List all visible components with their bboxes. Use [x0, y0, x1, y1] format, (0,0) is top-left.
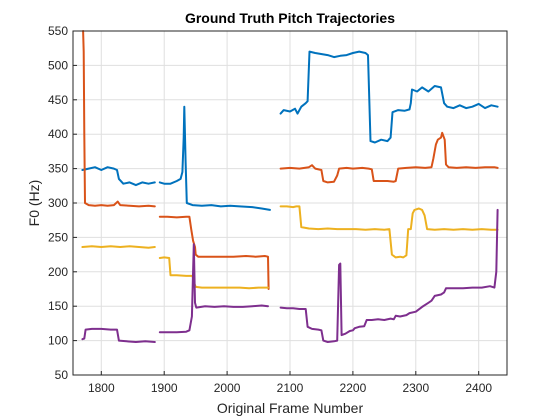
- x-axis-label: Original Frame Number: [217, 400, 364, 416]
- y-tick-label: 550: [48, 24, 68, 38]
- y-tick-label: 350: [48, 162, 68, 176]
- y-tick-label: 400: [48, 127, 68, 141]
- pitch-trajectory-line-3-segment-2: [158, 256, 269, 290]
- y-tick-label: 100: [48, 334, 68, 348]
- y-tick-label: 450: [48, 93, 68, 107]
- x-tick-label: 1800: [88, 381, 115, 395]
- y-tick-label: 250: [48, 230, 68, 244]
- x-tick-label: 2400: [465, 381, 492, 395]
- pitch-trajectory-line-3-segment-3: [279, 205, 499, 259]
- chart-title: Ground Truth Pitch Trajectories: [185, 10, 395, 26]
- x-tick-label: 2100: [277, 381, 304, 395]
- y-tick-label: 200: [48, 265, 68, 279]
- y-tick-label: 300: [48, 196, 68, 210]
- x-tick-label: 2300: [402, 381, 429, 395]
- pitch-trajectory-line-3-segment-1: [81, 245, 156, 249]
- y-tick-label: 500: [48, 58, 68, 72]
- pitch-trajectory-line-2-segment-3: [279, 131, 499, 184]
- series-layer: [81, 30, 499, 343]
- pitch-trajectory-line-4-segment-2: [158, 243, 269, 334]
- x-tick-label: 1900: [151, 381, 178, 395]
- y-tick-label: 50: [55, 368, 69, 382]
- pitch-trajectory-line-2-segment-2: [158, 215, 270, 290]
- pitch-trajectory-line-1-segment-1: [81, 166, 156, 187]
- pitch-trajectory-line-1-segment-3: [279, 50, 499, 144]
- x-tick-label: 2200: [340, 381, 367, 395]
- x-tick-label: 2000: [214, 381, 241, 395]
- axis-ticks: 1800 1900 2000 2100 2200 2300 2400 50 100 150 200 2…: [48, 24, 492, 395]
- y-axis-label: F0 (Hz): [26, 180, 42, 227]
- pitch-trajectory-line-1-segment-2: [158, 105, 271, 211]
- pitch-trajectory-line-4-segment-3: [279, 208, 499, 343]
- pitch-trajectory-line-4-segment-1: [81, 327, 156, 343]
- y-tick-label: 150: [48, 299, 68, 313]
- pitch-trajectory-line-2-segment-1: [82, 30, 156, 208]
